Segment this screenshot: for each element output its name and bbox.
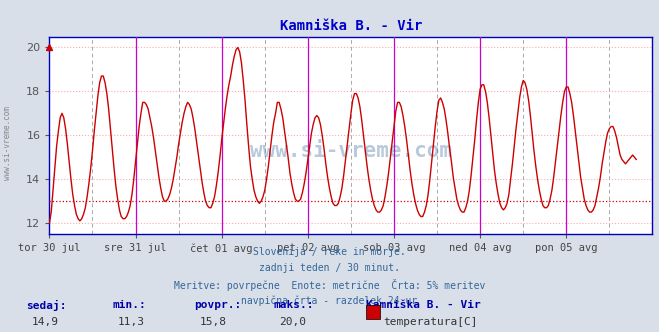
Text: 11,3: 11,3 [117,317,144,327]
Text: 20,0: 20,0 [279,317,306,327]
Text: Meritve: povrpečne  Enote: metrične  Črta: 5% meritev: Meritve: povrpečne Enote: metrične Črta:… [174,279,485,291]
Text: Kamniška B. - Vir: Kamniška B. - Vir [366,300,480,310]
Text: 15,8: 15,8 [200,317,227,327]
Text: www.si-vreme.com: www.si-vreme.com [3,106,13,180]
Text: povpr.:: povpr.: [194,300,242,310]
Text: www.si-vreme.com: www.si-vreme.com [250,141,452,161]
Text: sedaj:: sedaj: [26,300,67,311]
Text: maks.:: maks.: [273,300,314,310]
Text: 14,9: 14,9 [32,317,59,327]
Text: Slovenija / reke in morje.: Slovenija / reke in morje. [253,247,406,257]
Text: min.:: min.: [112,300,146,310]
Title: Kamniška B. - Vir: Kamniška B. - Vir [279,19,422,33]
Text: navpična črta - razdelek 24 ur: navpična črta - razdelek 24 ur [241,295,418,306]
Text: temperatura[C]: temperatura[C] [384,317,478,327]
Text: zadnji teden / 30 minut.: zadnji teden / 30 minut. [259,263,400,273]
